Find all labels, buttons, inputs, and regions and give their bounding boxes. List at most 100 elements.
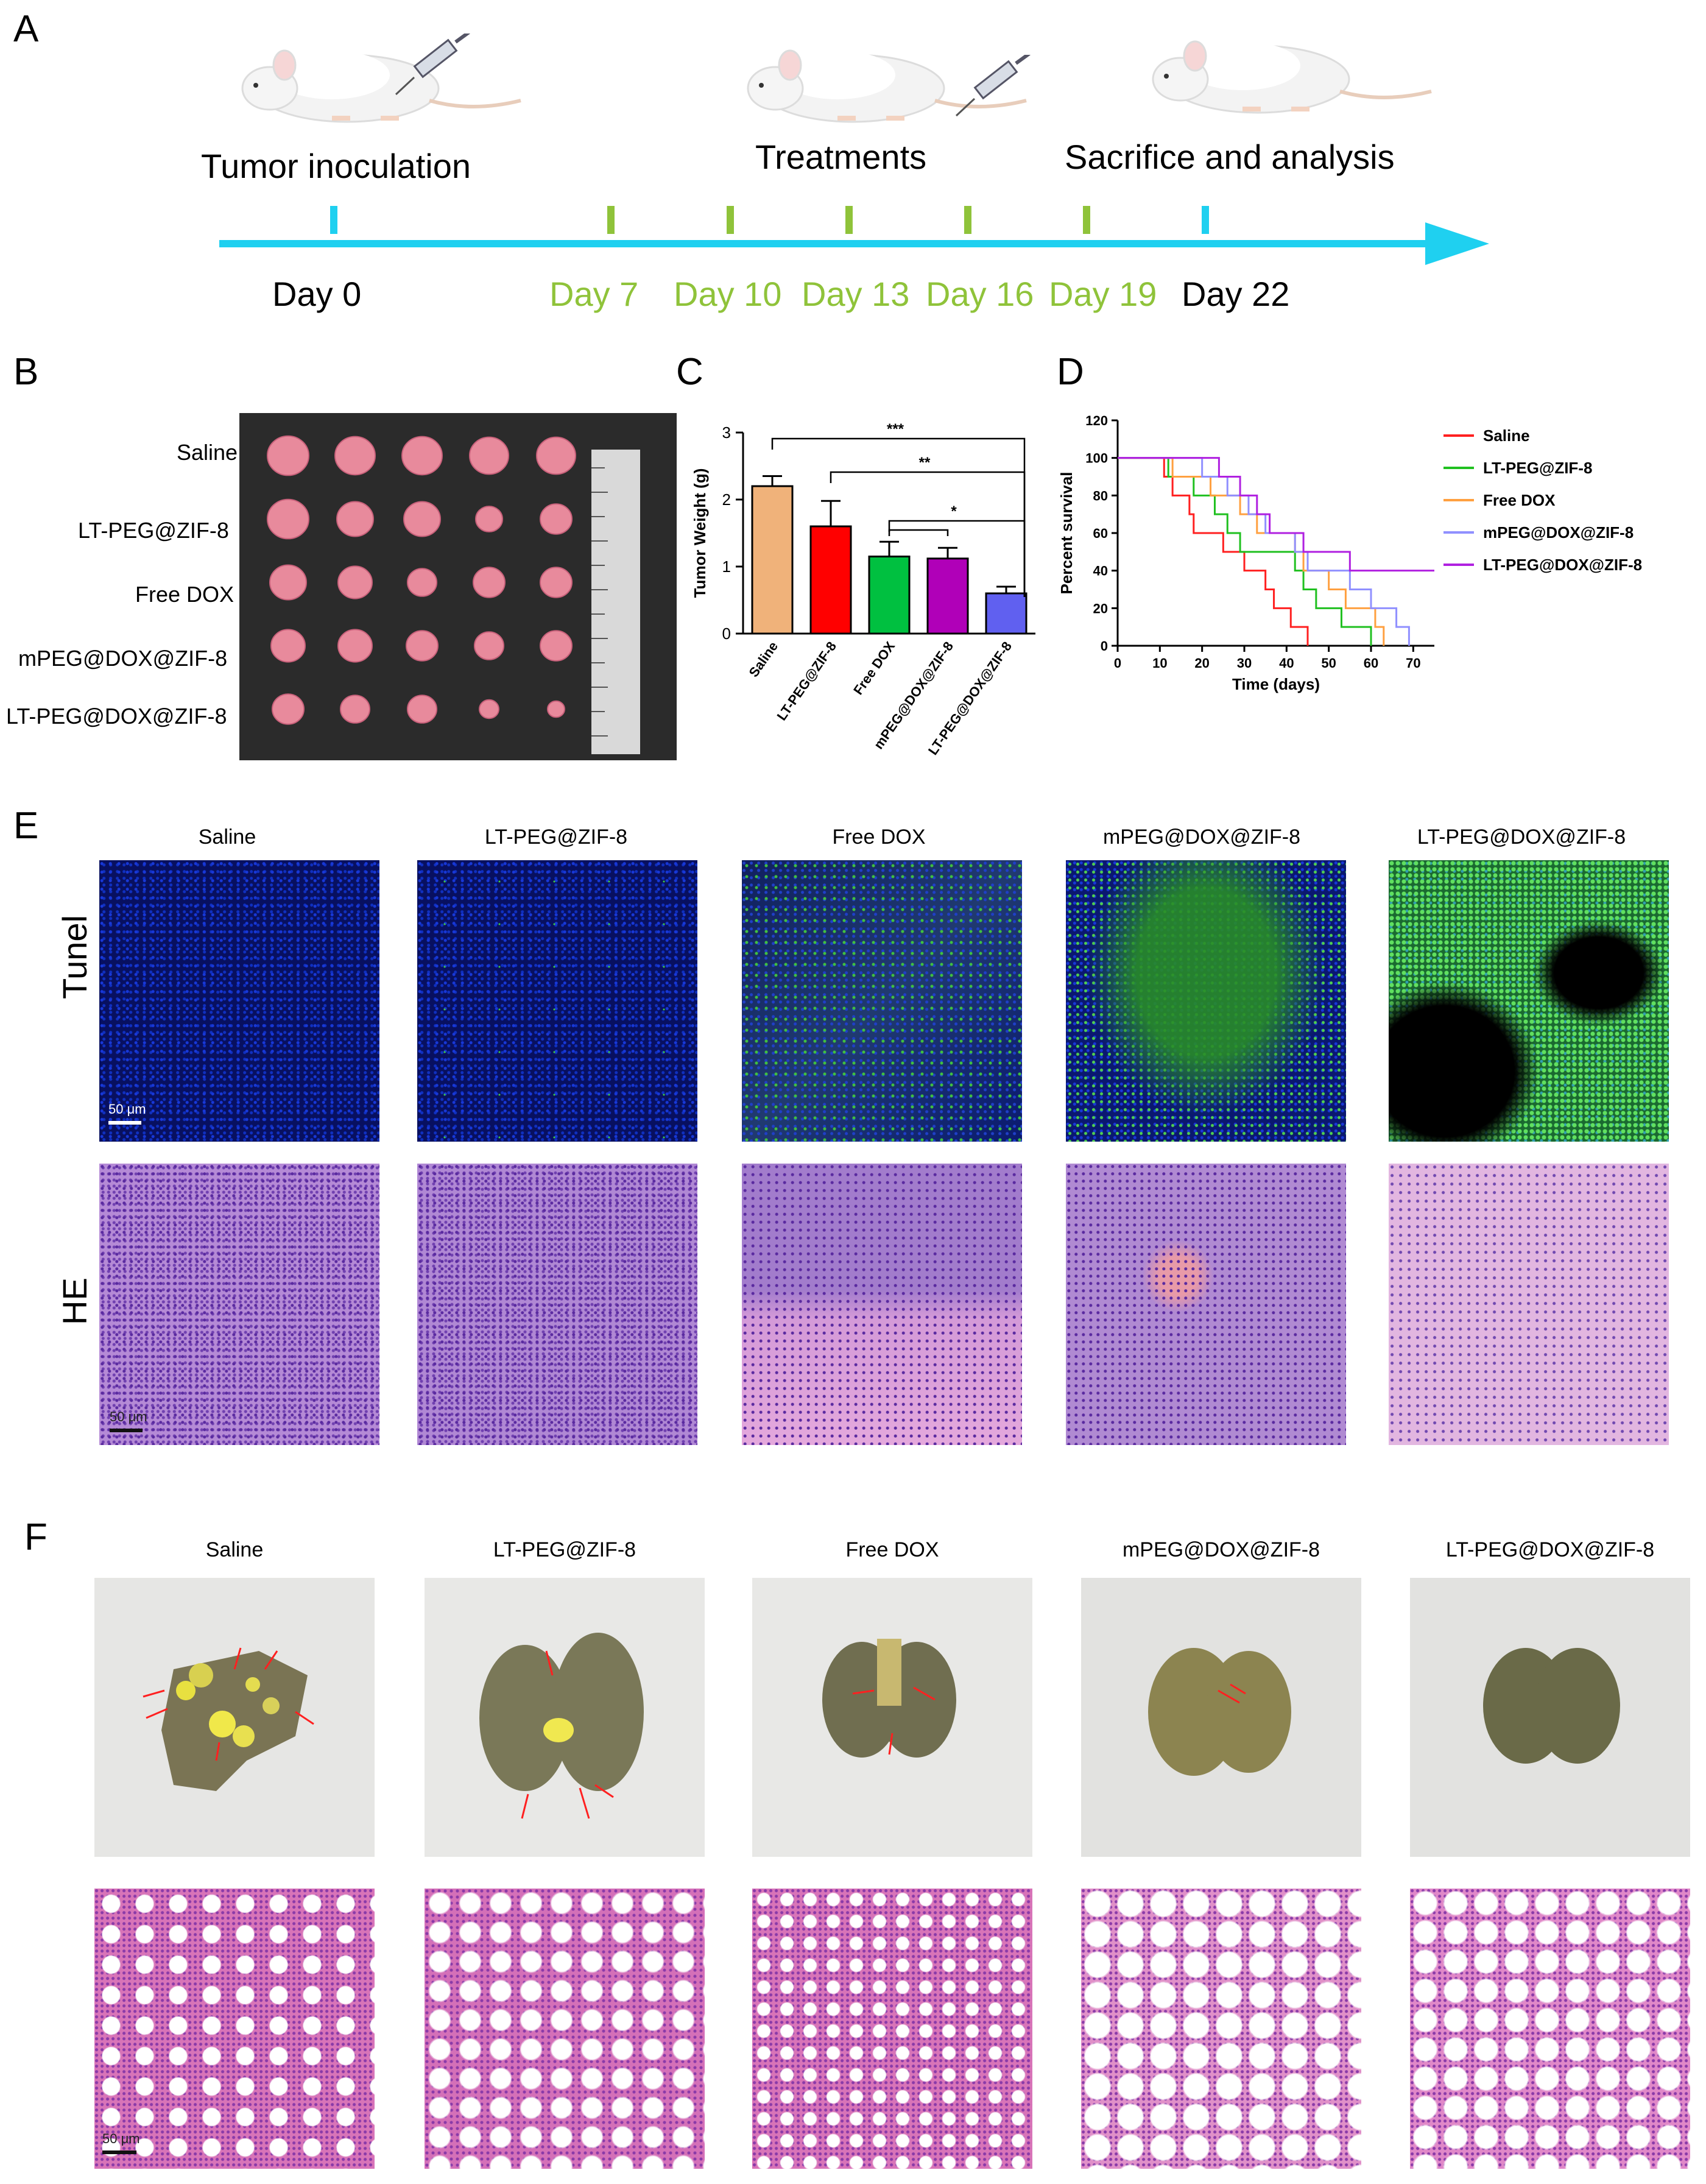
panel-letter-a: A bbox=[13, 8, 39, 50]
legend-label: LT-PEG@ZIF-8 bbox=[1483, 459, 1592, 477]
scale-bar bbox=[108, 1121, 141, 1125]
survival-line bbox=[1118, 457, 1410, 646]
he-image-free-dox bbox=[742, 1164, 1022, 1445]
tumor-sample bbox=[267, 435, 309, 476]
panel-letter-c: C bbox=[676, 351, 703, 393]
e-group-label: LT-PEG@DOX@ZIF-8 bbox=[1417, 825, 1626, 849]
x-tick-label: 60 bbox=[1364, 656, 1378, 671]
tunel-image-free-dox bbox=[742, 860, 1022, 1142]
tumor-sample bbox=[401, 436, 443, 476]
x-tick-label: 0 bbox=[1114, 656, 1121, 671]
day-label-7: Day 7 bbox=[549, 275, 639, 313]
event-sacrifice-analysis: Sacrifice and analysis bbox=[1065, 138, 1395, 176]
event-tumor-inoculation: Tumor inoculation bbox=[201, 147, 471, 185]
y-tick-label: 2 bbox=[722, 490, 731, 509]
y-tick-label: 0 bbox=[1101, 638, 1108, 654]
timeline-arrow bbox=[219, 222, 1489, 265]
significance-bracket bbox=[888, 520, 1026, 597]
tumor-sample bbox=[272, 693, 305, 725]
tumor-group-label: mPEG@DOX@ZIF-8 bbox=[18, 646, 228, 671]
tumor-sample bbox=[337, 565, 373, 599]
tumor-group-label: LT-PEG@ZIF-8 bbox=[78, 518, 229, 543]
category-label: Saline bbox=[745, 639, 781, 680]
significance-label: * bbox=[951, 503, 957, 520]
y-axis-label: Tumor Weight (g) bbox=[691, 468, 709, 598]
f-group-label: LT-PEG@DOX@ZIF-8 bbox=[1445, 1538, 1655, 1561]
row-label-he: HE bbox=[55, 1278, 94, 1325]
tumor-sample bbox=[540, 567, 573, 598]
tumor-photo bbox=[239, 413, 677, 760]
panel-letter-b: B bbox=[13, 351, 39, 393]
tunel-image-mpeg-dox-zif8 bbox=[1066, 860, 1346, 1142]
f-group-label: mPEG@DOX@ZIF-8 bbox=[1122, 1538, 1320, 1561]
y-tick-label: 40 bbox=[1093, 564, 1108, 579]
significance-bracket bbox=[888, 529, 949, 536]
day-label-0: Day 0 bbox=[272, 275, 362, 313]
y-axis-label: Percent survival bbox=[1057, 472, 1076, 595]
legend-label: Saline bbox=[1483, 426, 1530, 445]
x-axis-label: Time (days) bbox=[1232, 675, 1320, 693]
timeline-tick-day16 bbox=[964, 206, 971, 234]
syringe-icon bbox=[395, 34, 470, 96]
timeline-tick-day7 bbox=[607, 206, 615, 234]
tumor-sample bbox=[479, 699, 499, 719]
day-label-22: Day 22 bbox=[1182, 275, 1290, 313]
tumor-sample bbox=[469, 436, 509, 475]
bar bbox=[926, 557, 969, 635]
tumor-sample bbox=[340, 694, 370, 724]
tumor-group-label: LT-PEG@DOX@ZIF-8 bbox=[6, 704, 227, 729]
y-tick-label: 20 bbox=[1093, 601, 1108, 616]
lung-he-lt-peg-zif8 bbox=[425, 1889, 705, 2169]
lung-he-saline bbox=[94, 1889, 375, 2169]
tumor-sample bbox=[337, 629, 373, 663]
tumor-sample bbox=[407, 568, 437, 597]
panel-letter-d: D bbox=[1057, 351, 1084, 393]
tumor-sample bbox=[403, 501, 441, 537]
legend-label: LT-PEG@DOX@ZIF-8 bbox=[1483, 556, 1642, 574]
significance-label: ** bbox=[919, 454, 931, 471]
category-label: LT-PEG@ZIF-8 bbox=[774, 639, 840, 724]
day-label-13: Day 13 bbox=[802, 275, 910, 313]
survival-line bbox=[1118, 457, 1309, 646]
y-tick-label: 60 bbox=[1093, 526, 1108, 541]
timeline-tick-day19 bbox=[1083, 206, 1090, 234]
mouse-illustration-sacrifice bbox=[1152, 40, 1432, 114]
y-tick-label: 80 bbox=[1093, 488, 1108, 503]
y-tick-label: 1 bbox=[722, 557, 731, 576]
tumor-sample bbox=[536, 436, 576, 475]
x-tick-label: 30 bbox=[1237, 656, 1252, 671]
bar bbox=[985, 592, 1027, 635]
timeline-tick-day0 bbox=[330, 206, 337, 234]
syringe-icon bbox=[955, 55, 1031, 117]
he-image-mpeg-dox-zif8 bbox=[1066, 1164, 1346, 1445]
y-tick-label: 120 bbox=[1085, 413, 1108, 428]
he-image-saline bbox=[99, 1164, 379, 1445]
tumor-group-label: Free DOX bbox=[135, 582, 234, 607]
panel-letter-f: F bbox=[24, 1516, 48, 1558]
lung-he-free-dox bbox=[752, 1889, 1032, 2169]
y-tick-label: 100 bbox=[1085, 451, 1108, 466]
tumor-sample bbox=[540, 503, 573, 535]
lung-photo-saline bbox=[94, 1578, 375, 1857]
tumor-sample bbox=[406, 630, 439, 662]
mouse-illustration-treatments bbox=[747, 49, 1027, 123]
tumor-sample bbox=[267, 498, 309, 540]
day-label-19: Day 19 bbox=[1049, 275, 1157, 313]
legend-label: Free DOX bbox=[1483, 491, 1556, 509]
scale-label: 50 μm bbox=[110, 1409, 147, 1424]
category-label: Free DOX bbox=[850, 638, 898, 698]
tumor-sample bbox=[473, 567, 506, 598]
survival-line bbox=[1118, 457, 1372, 646]
lung-photo-lt-peg-dox-zif8 bbox=[1410, 1578, 1690, 1857]
tumor-sample bbox=[269, 564, 307, 601]
lung-photo-mpeg-dox-zif8 bbox=[1081, 1578, 1361, 1857]
he-image-lt-peg-dox-zif8 bbox=[1389, 1164, 1669, 1445]
tumor-sample bbox=[474, 631, 504, 660]
lung-he-mpeg-dox-zif8 bbox=[1081, 1889, 1361, 2169]
timeline-tick-day13 bbox=[845, 206, 853, 234]
y-tick-label: 0 bbox=[722, 624, 731, 643]
e-group-label: mPEG@DOX@ZIF-8 bbox=[1102, 825, 1301, 849]
scale-label: 50 μm bbox=[108, 1101, 146, 1117]
x-tick-label: 10 bbox=[1152, 656, 1167, 671]
legend-label: mPEG@DOX@ZIF-8 bbox=[1483, 523, 1634, 542]
